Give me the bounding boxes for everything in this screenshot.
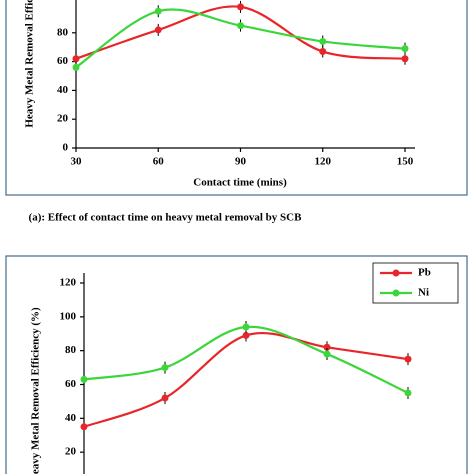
y-tick-label: 100 <box>60 310 77 322</box>
x-tick-label: 30 <box>71 156 83 168</box>
point <box>242 323 250 331</box>
series-line <box>83 331 409 428</box>
y-tick-label: 60 <box>57 55 69 67</box>
caption: (a): Effect of contact time on heavy met… <box>29 212 303 224</box>
point <box>237 22 244 30</box>
point <box>323 350 331 358</box>
point <box>404 389 412 397</box>
point <box>319 48 327 56</box>
point <box>72 55 80 63</box>
legend-box <box>372 262 459 304</box>
y-tick-label: 20 <box>57 113 69 125</box>
y-tick-label: 20 <box>65 446 77 458</box>
y-tick-label: 60 <box>65 378 77 390</box>
point <box>319 37 327 45</box>
point <box>72 63 80 71</box>
point <box>237 3 244 11</box>
legend-marker <box>392 269 400 277</box>
point <box>80 375 88 383</box>
point <box>80 423 88 431</box>
point <box>323 343 331 351</box>
x-axis-label: Contact time (mins) <box>193 177 287 189</box>
legend-label: Pb <box>418 267 431 279</box>
y-tick-label: 40 <box>65 412 77 424</box>
x-tick-label: 60 <box>153 156 165 168</box>
y-tick-label: 120 <box>60 277 77 289</box>
legend-marker <box>392 289 400 297</box>
y-tick-label: 0 <box>63 142 69 154</box>
point <box>154 7 162 15</box>
y-axis-label: Heavy Metal Removal Efficiency (%) <box>24 0 36 128</box>
series-line <box>75 5 406 60</box>
x-tick-label: 120 <box>315 156 332 168</box>
legend-label: Ni <box>418 287 429 299</box>
point <box>161 394 169 402</box>
y-axis-label: Heavy Metal Removal Efficiency (%) <box>30 307 42 474</box>
series-line <box>75 8 406 69</box>
chart-frame <box>5 0 468 196</box>
y-tick-label: 80 <box>65 344 77 356</box>
point <box>154 26 162 34</box>
y-tick-label: 40 <box>57 84 69 96</box>
point <box>401 55 409 63</box>
y-tick-label: 80 <box>57 26 69 38</box>
point <box>161 364 169 372</box>
x-tick-label: 90 <box>235 156 247 168</box>
point <box>242 331 250 339</box>
x-tick-label: 150 <box>397 156 414 168</box>
point <box>401 45 409 53</box>
point <box>404 355 412 363</box>
chart-frame <box>5 255 468 474</box>
